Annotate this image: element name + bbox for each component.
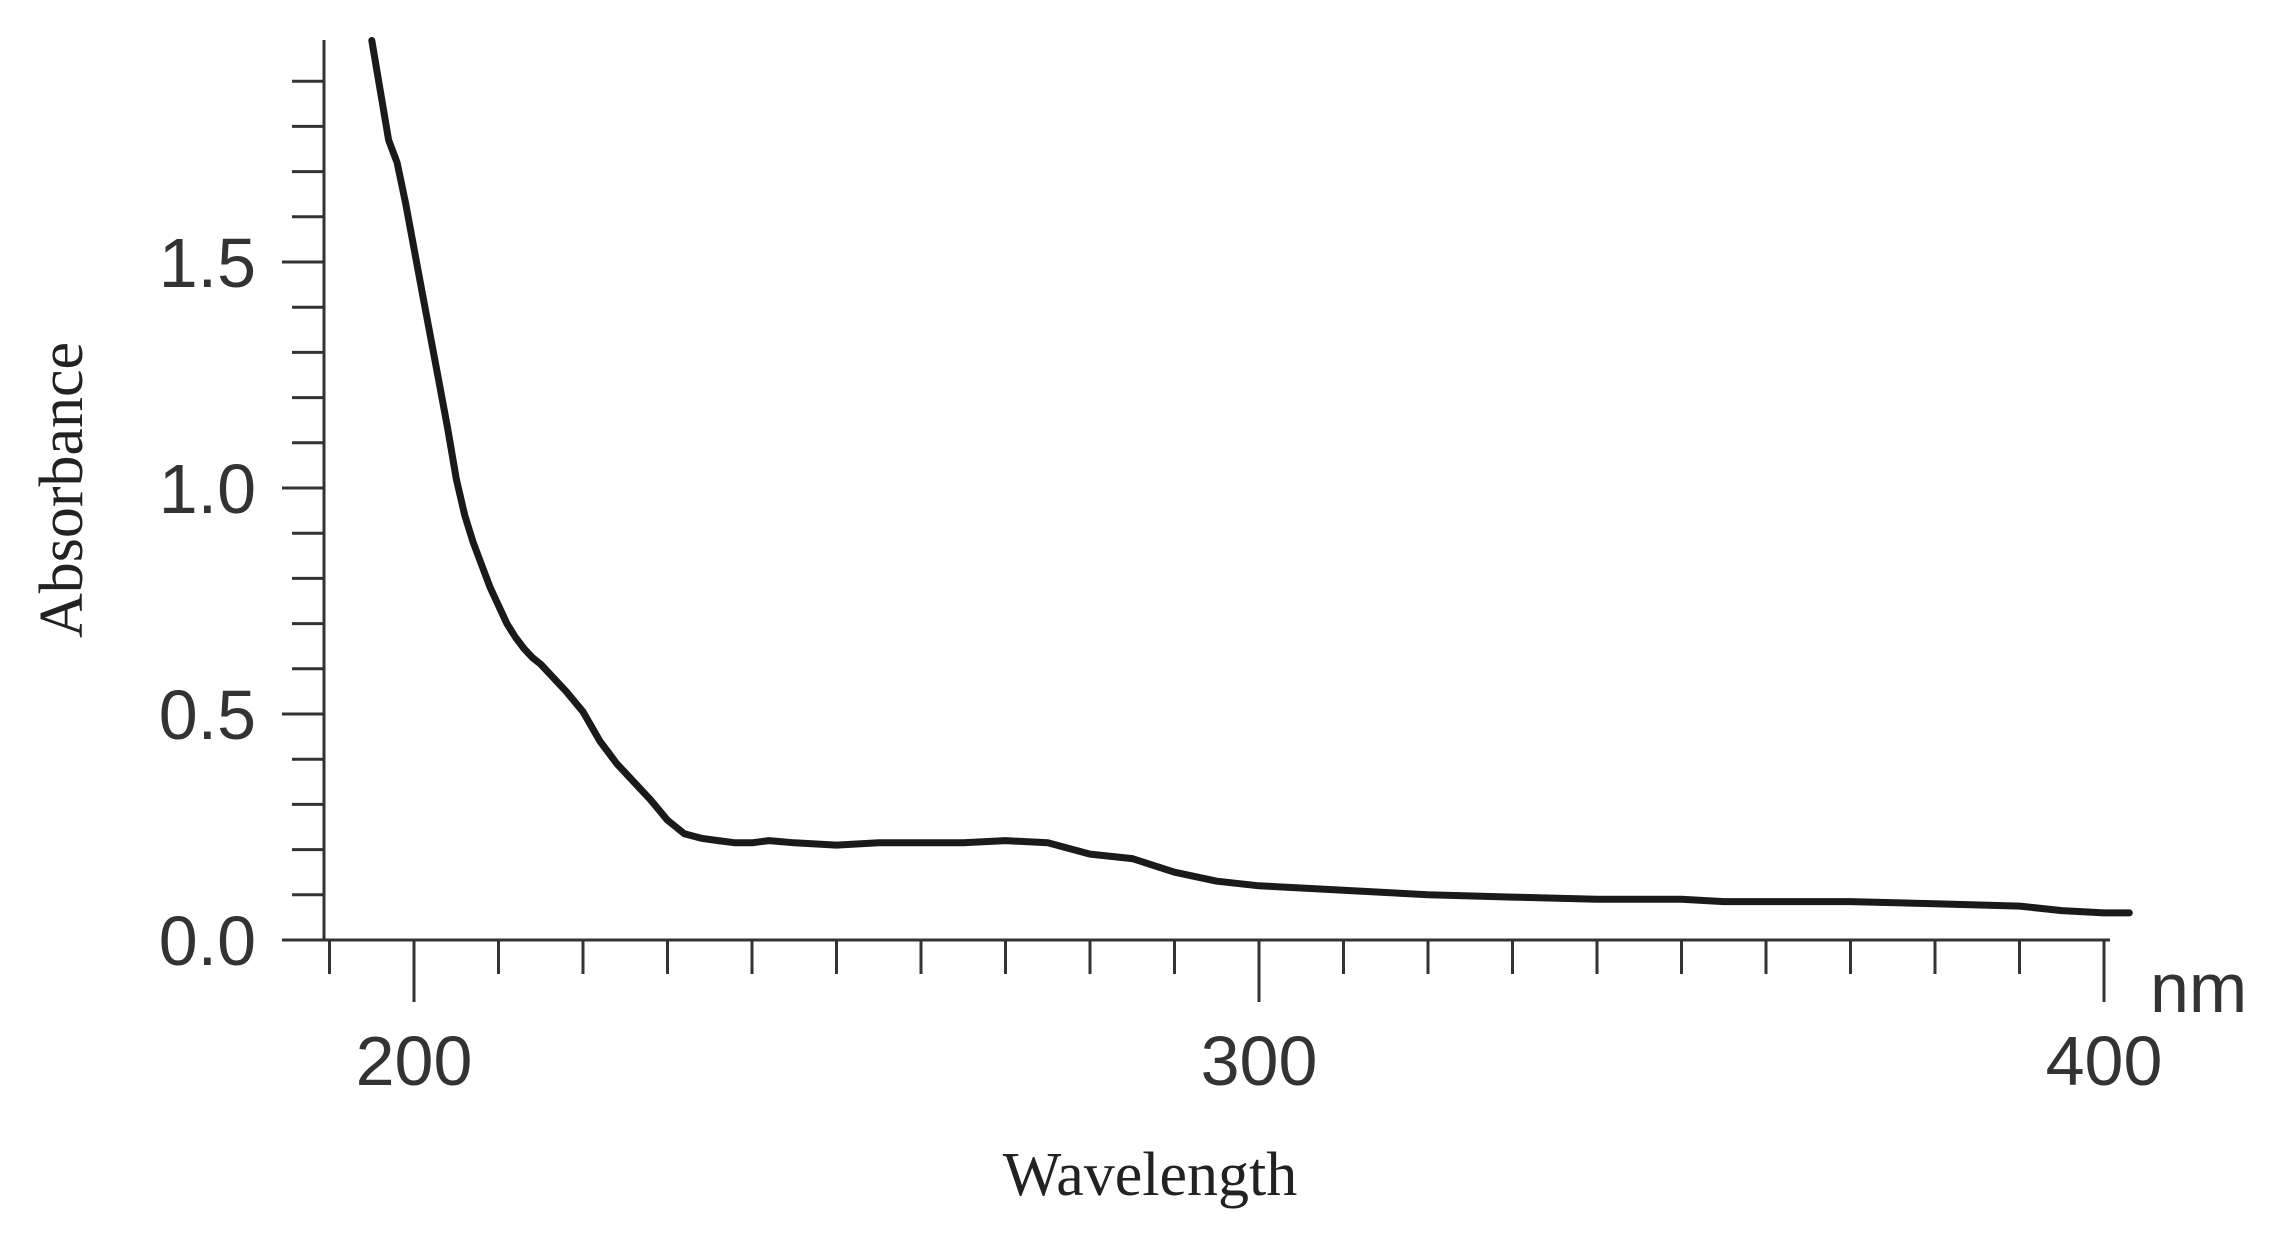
x-tick-label: 200 xyxy=(356,1022,473,1100)
x-tick-label: 300 xyxy=(1201,1022,1318,1100)
y-tick-label: 1.0 xyxy=(159,450,256,528)
y-axis-title: Absorbance xyxy=(28,342,96,638)
chart-axes: 0.0 0.5 1.0 1.5 200 300 400 xyxy=(159,40,2163,1100)
absorbance-series-line xyxy=(368,37,2133,917)
x-axis-unit-label: nm xyxy=(2150,949,2247,1027)
y-axis-tick-labels: 0.0 0.5 1.0 1.5 xyxy=(159,224,256,980)
y-tick-label: 1.5 xyxy=(159,224,256,302)
x-tick-label: 400 xyxy=(2046,1022,2163,1100)
y-axis-ticks xyxy=(282,79,324,942)
y-tick-label: 0.0 xyxy=(159,902,256,980)
x-axis-tick-labels: 200 300 400 xyxy=(356,1022,2163,1100)
y-tick-label: 0.5 xyxy=(159,676,256,754)
x-axis-title: Wavelength xyxy=(1003,1141,1298,1209)
x-axis-ticks xyxy=(328,940,2106,1002)
